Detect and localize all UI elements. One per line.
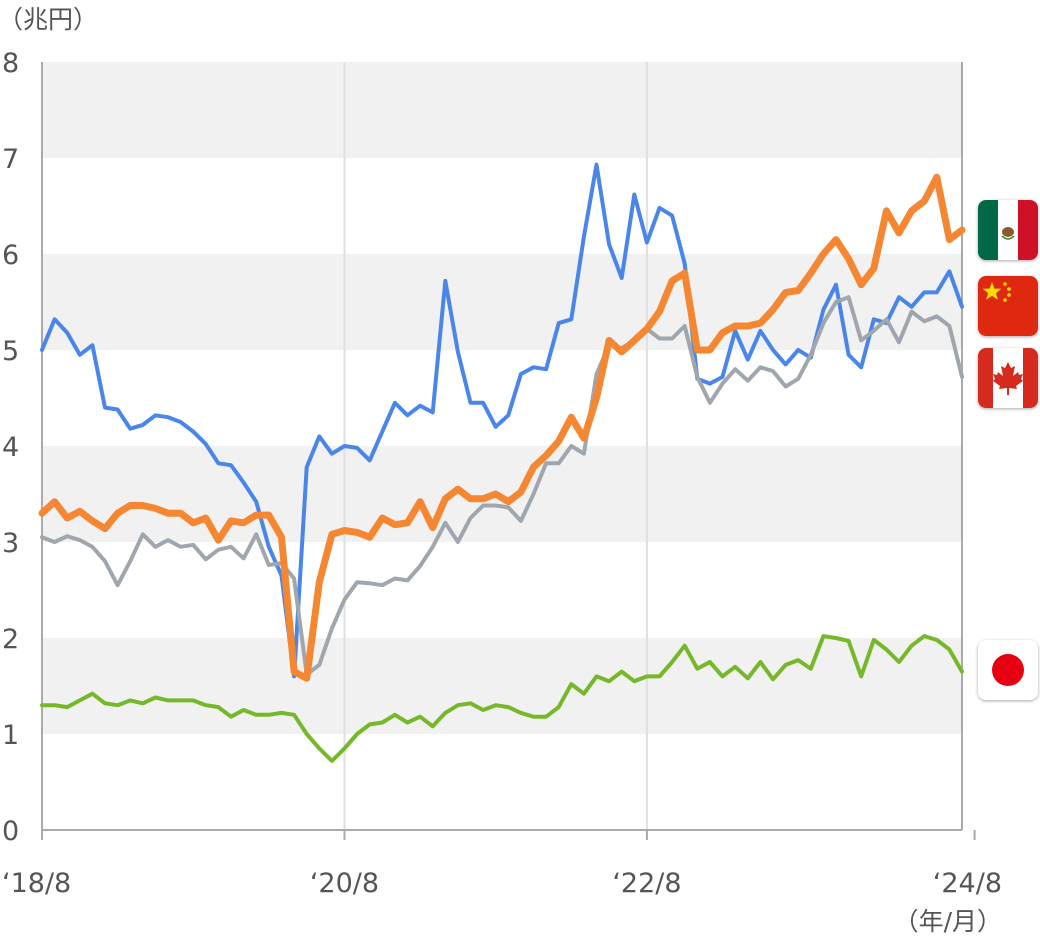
canada-flag-icon xyxy=(978,348,1038,408)
series-lines xyxy=(38,162,966,763)
canada-flag xyxy=(978,348,1038,408)
china-flag xyxy=(978,276,1038,336)
y-tick-label: 1 xyxy=(2,720,19,751)
x-tick-label: ‘18/8 xyxy=(2,868,71,899)
y-tick-label: 3 xyxy=(2,528,19,559)
y-tick-labels: 0 1 2 3 4 5 6 7 8 xyxy=(2,48,19,847)
japan-flag-icon xyxy=(978,640,1038,700)
y-tick-label: 7 xyxy=(2,144,19,175)
japan-series-line xyxy=(40,634,964,763)
y-tick-label: 4 xyxy=(2,432,19,463)
china-flag-icon xyxy=(978,276,1038,336)
x-axis-unit-label: （年/月） xyxy=(894,907,1002,936)
canada-series-line xyxy=(40,295,964,677)
x-tick-label: ‘24/8 xyxy=(933,868,1002,899)
x-tick-labels: ‘18/8 ‘20/8 ‘22/8 ‘24/8 xyxy=(2,868,1002,899)
grid-band xyxy=(42,638,962,734)
axes xyxy=(41,62,976,840)
y-axis-unit-label: （兆円） xyxy=(0,5,98,34)
y-tick-label: 6 xyxy=(2,240,19,271)
y-tick-label: 0 xyxy=(2,816,19,847)
japan-flag xyxy=(978,640,1038,700)
mexico-flag xyxy=(978,200,1038,260)
x-tick-label: ‘20/8 xyxy=(310,868,379,899)
grid-bands xyxy=(42,62,962,734)
china-series-line xyxy=(40,162,964,679)
mexico-series-line xyxy=(38,173,966,682)
mexico-flag-icon xyxy=(978,200,1038,260)
y-tick-label: 5 xyxy=(2,336,19,367)
grid-band xyxy=(42,254,962,350)
y-tick-label: 8 xyxy=(2,48,19,79)
grid-band xyxy=(42,62,962,158)
x-tick-label: ‘22/8 xyxy=(612,868,681,899)
y-tick-label: 2 xyxy=(2,624,19,655)
